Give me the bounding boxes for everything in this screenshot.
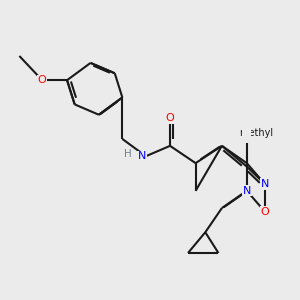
Text: O: O [260,206,269,217]
Text: O: O [38,75,46,85]
Text: methyl: methyl [239,128,274,138]
Text: N: N [243,186,251,196]
Text: N: N [261,179,269,189]
Text: N: N [137,151,146,161]
Text: O: O [166,113,174,123]
Text: H: H [124,149,132,160]
